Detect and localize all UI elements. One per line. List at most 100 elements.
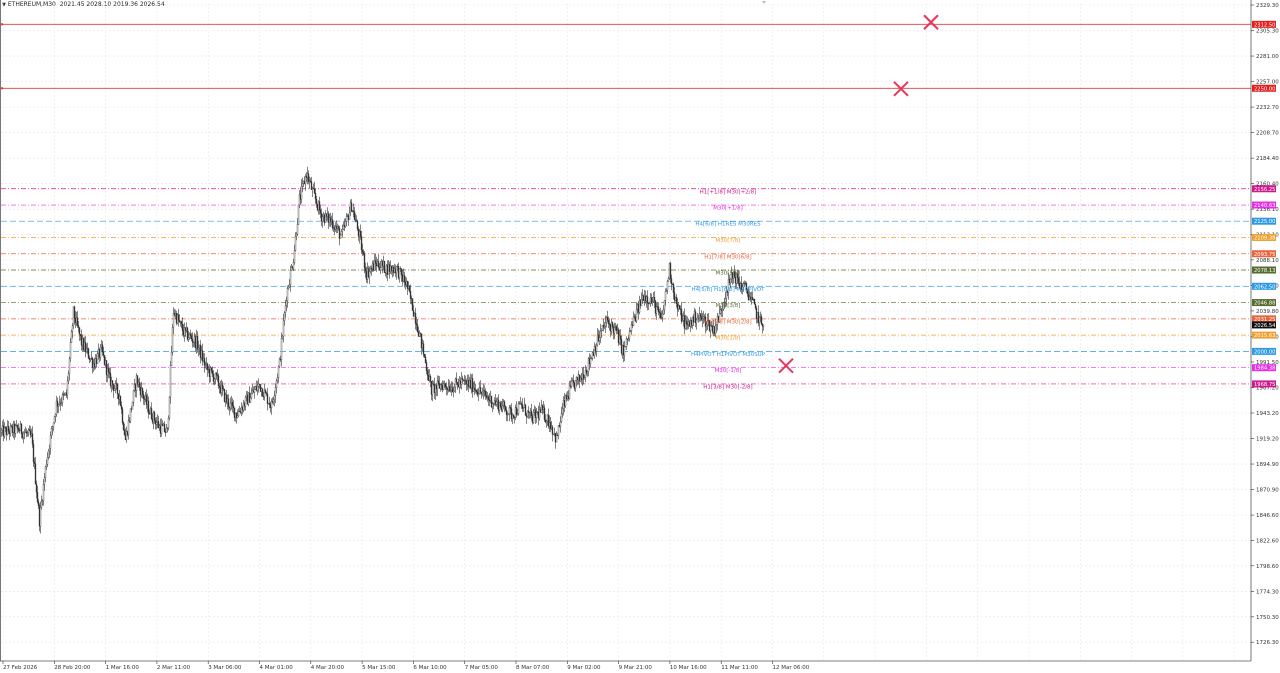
candle-body (311, 187, 314, 190)
candle-body (69, 342, 72, 359)
candle-body (37, 501, 40, 506)
level-price-tag-text: 2000.00 (1254, 349, 1275, 355)
candle-body (758, 316, 761, 324)
candle-body (411, 298, 414, 311)
candle-body (250, 393, 253, 399)
candle-body (368, 271, 371, 278)
candle-body (515, 407, 518, 416)
candle-body (221, 384, 224, 389)
candle-body (669, 263, 672, 279)
candle-body (727, 279, 730, 293)
level-labels: H1[+1/8] M30[+2/8] M30[+1/8] H4[6/8] H1RES… (691, 189, 766, 390)
candle-body (319, 209, 322, 214)
candle-body (618, 335, 621, 344)
level-price-tag (1252, 20, 1276, 28)
y-tick-label: 1726.30 (1256, 640, 1279, 646)
candle-body (17, 428, 20, 431)
candle-body (338, 228, 341, 239)
candle-body (449, 390, 452, 392)
candle-body (127, 420, 130, 436)
candle-body (697, 317, 700, 319)
y-tick-label: 2160.40 (1256, 181, 1279, 187)
candle-body (521, 404, 524, 409)
candle-body (295, 234, 298, 237)
candle-body (395, 266, 398, 274)
candle-body (287, 286, 290, 289)
candle-body (551, 426, 554, 435)
candle-body (725, 291, 728, 299)
level-price-tag-text: 1984.38 (1254, 366, 1275, 372)
candle-body (701, 318, 704, 321)
candle-body (248, 392, 251, 403)
candle-body (91, 358, 94, 368)
candle-body (292, 262, 295, 269)
candle-body (231, 401, 234, 407)
candle-body (426, 370, 429, 376)
y-tick-label: 1919.20 (1256, 436, 1279, 442)
candle-body (684, 320, 687, 329)
candle-body (77, 325, 80, 328)
x-tick-label: 12 Mar 06:00 (773, 665, 810, 671)
candle-body (187, 337, 190, 340)
candle-body (217, 375, 220, 387)
candle-body (96, 353, 99, 364)
collapse-triangle-icon[interactable]: ▼ (2, 2, 6, 8)
candle-body (206, 363, 209, 370)
x-tick-label: 1 Mar 16:00 (106, 665, 140, 671)
candle-body (244, 396, 247, 407)
candle-body (461, 378, 464, 380)
candle-body (115, 383, 118, 385)
candle-body (448, 386, 451, 392)
candle-body (163, 423, 166, 432)
level-label: M30[5/8] (716, 271, 741, 277)
candle-body (424, 356, 427, 363)
candle-body (648, 303, 651, 305)
level-label: H1[7/8] M30[6/8] (704, 254, 751, 260)
candle-body (120, 405, 123, 410)
candle-body (84, 342, 87, 352)
level-label: M30[1/8] (716, 336, 741, 342)
candle-body (293, 250, 296, 263)
candle-body (481, 391, 484, 394)
candle-body (568, 385, 571, 399)
candle-body (301, 183, 304, 187)
candle-body (681, 320, 684, 322)
ohlc-values: 2021.45 2028.10 2019.36 2026.54 (59, 1, 165, 8)
y-tick-label: 1846.60 (1256, 513, 1279, 519)
candle-body (599, 330, 602, 338)
level-price-tag (1252, 84, 1276, 92)
candle-body (14, 425, 17, 434)
candle-body (341, 228, 344, 232)
candle-body (340, 231, 343, 236)
candle-body (512, 414, 515, 418)
candle-body (212, 373, 215, 382)
candle-body (745, 283, 748, 290)
candle-body (696, 317, 699, 321)
candle-body (557, 425, 560, 436)
symbol-name: ETHEREUM,M30 (7, 1, 56, 8)
candle-body (425, 362, 428, 371)
candle-body (657, 306, 660, 312)
candle-body (572, 380, 575, 383)
candle-body (479, 387, 482, 393)
candle-body (213, 378, 216, 382)
candle-body (423, 353, 426, 357)
candle-body (331, 219, 334, 229)
candle-body (50, 428, 53, 436)
candle-body (606, 317, 609, 321)
candle-body (109, 373, 112, 386)
candle-body (751, 297, 754, 301)
x-tick-label: 10 Mar 16:00 (670, 665, 707, 671)
candle-body (28, 429, 31, 432)
candle-body (442, 383, 445, 391)
cross-markers (778, 14, 939, 374)
candle-body (408, 286, 411, 292)
candle-body (310, 181, 313, 190)
candle-body (740, 282, 743, 290)
candle-body (619, 335, 622, 340)
candle-body (150, 408, 153, 419)
level-label: H4[5/8] H1[6/8] M30PIVOT (691, 287, 765, 293)
candle-body (131, 402, 134, 410)
